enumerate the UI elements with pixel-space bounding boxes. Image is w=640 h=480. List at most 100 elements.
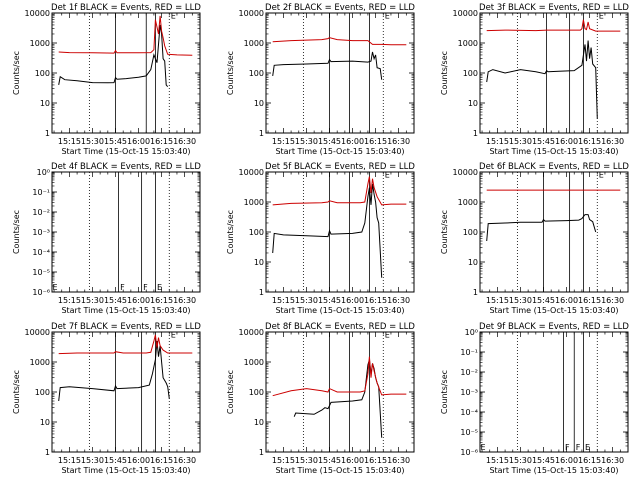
- chart-title: Det 5f BLACK = Events, RED = LLD: [265, 162, 415, 172]
- y-tick-label: 1: [259, 448, 264, 457]
- chart-title: Det 7f BLACK = Events, RED = LLD: [51, 322, 201, 332]
- y-axis-label: Counts/sec: [12, 210, 21, 254]
- segment-marker-label: E: [171, 11, 176, 20]
- x-tick-label: 15:15: [272, 296, 295, 305]
- x-tick-label: 15:15: [272, 137, 295, 146]
- x-tick-label: 15:30: [81, 296, 104, 305]
- x-tick-label: 15:30: [295, 456, 318, 465]
- y-axis-label: Counts/sec: [226, 51, 235, 95]
- y-tick-label: 10: [254, 418, 264, 427]
- x-tick-label: 15:15: [58, 456, 81, 465]
- x-tick-label: 15:45: [318, 296, 341, 305]
- plot-frame: [51, 331, 201, 453]
- chart-panel-8: Det 8f BLACK = Events, RED = LLD 1 10 100 10…: [226, 322, 415, 475]
- chart-panel-3: Det 3f BLACK = Events, RED = LLD 1 10 100 10…: [440, 3, 629, 156]
- y-axis-label: Counts/sec: [440, 210, 449, 254]
- x-tick-label: 15:30: [509, 296, 532, 305]
- x-tick-label: 16:00: [555, 296, 578, 305]
- x-tick-label: 16:30: [387, 296, 410, 305]
- x-axis-label: Start Time (15-Oct-15 15:03:40): [489, 466, 618, 475]
- y-tick-label: 1: [259, 288, 264, 297]
- series-lld-line: [58, 334, 193, 355]
- y-axis-label: Counts/sec: [440, 51, 449, 95]
- y-tick-label: 100: [35, 69, 50, 78]
- series-events-line: [486, 40, 598, 119]
- x-axis-label: Start Time (15-Oct-15 15:03:40): [489, 147, 618, 156]
- plot-frame: [51, 171, 201, 293]
- x-tick-label: 15:45: [318, 137, 341, 146]
- y-tick-label: 10⁻³: [460, 388, 478, 397]
- series-events-line: [58, 24, 169, 88]
- x-tick-label: 15:15: [486, 456, 509, 465]
- x-tick-label: 16:00: [127, 137, 150, 146]
- x-tick-label: 16:15: [364, 296, 387, 305]
- series-lld-line: [272, 176, 407, 206]
- chart-title: Det 6f BLACK = Events, RED = LLD: [479, 162, 629, 172]
- y-axis-label: Counts/sec: [440, 370, 449, 414]
- x-tick-label: 15:45: [532, 296, 555, 305]
- y-tick-label: 10: [254, 258, 264, 267]
- y-tick-label: 1: [45, 448, 50, 457]
- x-tick-label: 16:30: [173, 296, 196, 305]
- y-tick-label: 10⁻⁵: [460, 428, 478, 437]
- y-tick-label: 10⁻⁴: [460, 408, 478, 417]
- y-axis-label: Counts/sec: [226, 370, 235, 414]
- y-tick-label: 10⁻¹: [32, 188, 50, 197]
- x-tick-label: 16:30: [601, 137, 624, 146]
- chart-panel-5: Det 5f BLACK = Events, RED = LLD 1 10 100 10…: [226, 162, 415, 315]
- chart-title: Det 8f BLACK = Events, RED = LLD: [265, 322, 415, 332]
- y-tick-label: 1: [45, 129, 50, 138]
- x-tick-label: 16:30: [173, 137, 196, 146]
- chart-title: Det 4f BLACK = Events, RED = LLD: [51, 162, 201, 172]
- y-tick-label: 100: [249, 69, 264, 78]
- x-axis-label: Start Time (15-Oct-15 15:03:40): [61, 466, 190, 475]
- y-tick-label: 10⁻⁶: [460, 448, 478, 457]
- x-tick-label: 15:45: [104, 296, 127, 305]
- segment-marker-label: E: [599, 11, 604, 20]
- series-lld-line: [272, 37, 407, 46]
- y-tick-label: 10⁰: [465, 328, 478, 337]
- y-axis-label: Counts/sec: [12, 370, 21, 414]
- x-tick-label: 16:15: [150, 296, 173, 305]
- y-tick-label: 10: [468, 99, 478, 108]
- y-tick-label: 100: [35, 388, 50, 397]
- x-tick-label: 15:30: [81, 137, 104, 146]
- y-tick-label: 1000: [244, 198, 264, 207]
- x-tick-label: 16:15: [150, 137, 173, 146]
- y-tick-label: 10⁰: [37, 168, 50, 177]
- x-tick-label: 16:00: [341, 137, 364, 146]
- chart-title: Det 2f BLACK = Events, RED = LLD: [265, 3, 415, 13]
- chart-panel-6: Det 6f BLACK = Events, RED = LLD 1 10 100 10…: [440, 162, 629, 315]
- chart-panel-2: Det 2f BLACK = Events, RED = LLD 1 10 100 10…: [226, 3, 415, 156]
- x-tick-label: 15:15: [58, 296, 81, 305]
- segment-marker-label: F: [576, 443, 581, 452]
- y-tick-label: 1000: [458, 39, 478, 48]
- series-events-line: [272, 51, 383, 80]
- plot-frame: [265, 12, 415, 134]
- y-tick-label: 10: [468, 258, 478, 267]
- x-axis-label: Start Time (15-Oct-15 15:03:40): [275, 306, 404, 315]
- series-lld-line: [272, 356, 407, 397]
- y-tick-label: 10⁻⁵: [32, 268, 50, 277]
- x-tick-label: 15:45: [532, 456, 555, 465]
- x-tick-label: 16:00: [341, 456, 364, 465]
- x-tick-label: 15:15: [486, 296, 509, 305]
- segment-marker-label: F: [120, 283, 125, 292]
- series-events-line: [486, 214, 597, 242]
- series-lld-line: [486, 19, 621, 32]
- x-tick-label: 16:00: [127, 456, 150, 465]
- x-tick-label: 16:15: [578, 137, 601, 146]
- x-axis-label: Start Time (15-Oct-15 15:03:40): [275, 147, 404, 156]
- x-tick-label: 16:30: [601, 296, 624, 305]
- chart-panel-9: Det 9f BLACK = Events, RED = LLD 10⁻⁶ 10⁻⁵…: [440, 322, 629, 475]
- x-tick-label: 15:15: [58, 137, 81, 146]
- x-tick-label: 15:15: [272, 456, 295, 465]
- x-axis-label: Start Time (15-Oct-15 15:03:40): [489, 306, 618, 315]
- y-tick-label: 1: [473, 129, 478, 138]
- y-tick-label: 10: [40, 418, 50, 427]
- x-tick-label: 16:30: [387, 137, 410, 146]
- y-axis-label: Counts/sec: [12, 51, 21, 95]
- y-tick-label: 1: [473, 288, 478, 297]
- y-tick-label: 100: [249, 228, 264, 237]
